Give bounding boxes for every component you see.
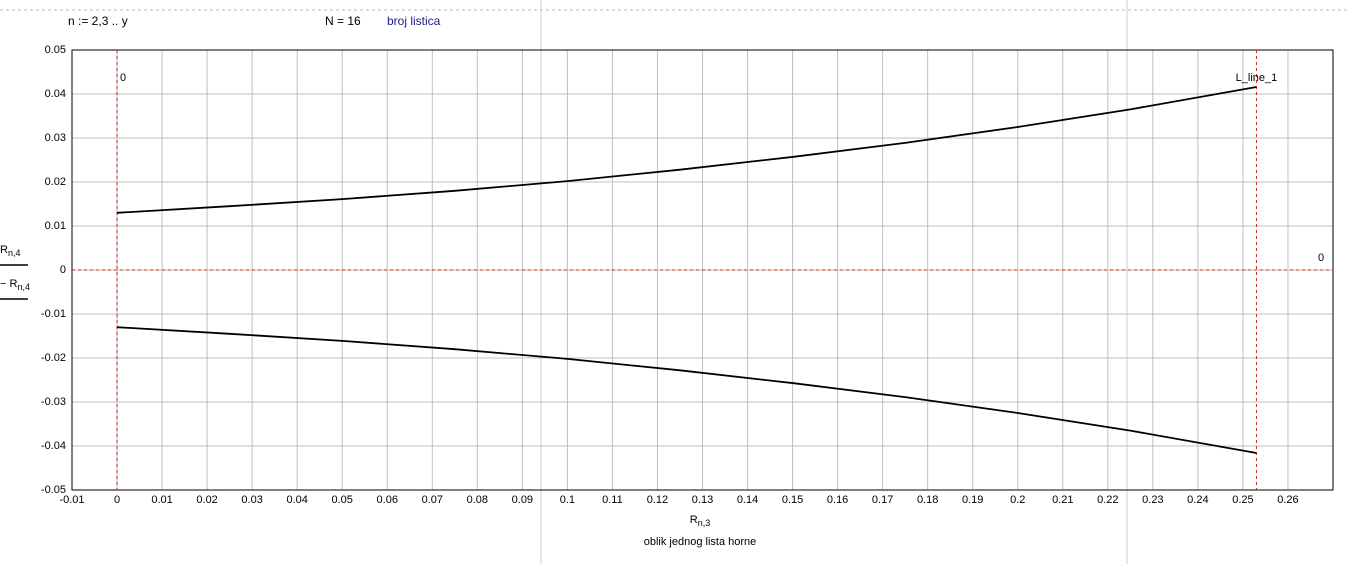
x-tick-label: -0.01 bbox=[59, 494, 84, 506]
y-tick-label: 0.05 bbox=[45, 44, 66, 56]
y-marker-label: 0 bbox=[1318, 252, 1324, 264]
x-axis-label-main: R bbox=[690, 514, 698, 526]
x-tick-label: 0.16 bbox=[827, 494, 848, 506]
y-axis-label-main: − R bbox=[0, 278, 17, 290]
x-tick-label: 0.14 bbox=[737, 494, 758, 506]
n-definition: N = 16 bbox=[325, 14, 361, 28]
x-tick-label: 0.2 bbox=[1010, 494, 1025, 506]
x-axis-label: Rn,3 bbox=[690, 514, 710, 528]
x-tick-label: 0.19 bbox=[962, 494, 983, 506]
x-tick-label: 0.02 bbox=[196, 494, 217, 506]
x-axis-subtitle: oblik jednog lista horne bbox=[644, 536, 757, 548]
x-tick-label: 0.05 bbox=[332, 494, 353, 506]
y-axis-label-main: R bbox=[0, 244, 8, 256]
y-axis-label-sub: n,4 bbox=[8, 248, 21, 258]
x-tick-label: 0.08 bbox=[467, 494, 488, 506]
x-tick-label: 0.11 bbox=[602, 494, 623, 506]
y-tick-label: -0.05 bbox=[41, 484, 66, 496]
x-tick-label: 0.22 bbox=[1097, 494, 1118, 506]
series-line bbox=[116, 86, 1257, 214]
x-marker-label: 0 bbox=[120, 72, 126, 84]
x-tick-label: 0.04 bbox=[286, 494, 307, 506]
x-tick-label: 0.01 bbox=[151, 494, 172, 506]
y-tick-label: -0.02 bbox=[41, 352, 66, 364]
y-axis-label: − Rn,4 bbox=[0, 278, 30, 292]
y-tick-label: -0.03 bbox=[41, 396, 66, 408]
x-tick-label: 0.23 bbox=[1142, 494, 1163, 506]
y-tick-label: 0 bbox=[60, 264, 66, 276]
y-tick-label: -0.04 bbox=[41, 440, 66, 452]
y-tick-label: 0.03 bbox=[45, 132, 66, 144]
x-tick-label: 0.12 bbox=[647, 494, 668, 506]
x-tick-label: 0.25 bbox=[1232, 494, 1253, 506]
x-marker-label: L_line_1 bbox=[1236, 72, 1278, 84]
y-axis-label-sub: n,4 bbox=[17, 282, 30, 292]
series-line bbox=[116, 326, 1257, 454]
comment: broj listica bbox=[387, 14, 441, 28]
x-tick-label: 0.21 bbox=[1052, 494, 1073, 506]
y-tick-label: -0.01 bbox=[41, 308, 66, 320]
x-tick-label: 0.24 bbox=[1187, 494, 1208, 506]
x-tick-label: 0.1 bbox=[560, 494, 575, 506]
x-tick-label: 0.17 bbox=[872, 494, 893, 506]
x-axis-label-sub: n,3 bbox=[698, 518, 711, 528]
x-tick-label: 0.06 bbox=[377, 494, 398, 506]
y-tick-label: 0.02 bbox=[45, 176, 66, 188]
y-tick-label: 0.01 bbox=[45, 220, 66, 232]
x-tick-label: 0.07 bbox=[422, 494, 443, 506]
y-tick-label: 0.04 bbox=[45, 88, 66, 100]
x-tick-label: 0.26 bbox=[1277, 494, 1298, 506]
x-tick-label: 0.03 bbox=[241, 494, 262, 506]
x-tick-label: 0.15 bbox=[782, 494, 803, 506]
x-tick-label: 0.18 bbox=[917, 494, 938, 506]
y-axis-label: Rn,4 bbox=[0, 244, 20, 258]
x-tick-label: 0.13 bbox=[692, 494, 713, 506]
x-tick-label: 0 bbox=[114, 494, 120, 506]
range-definition: n := 2,3 .. y bbox=[68, 14, 128, 28]
x-tick-label: 0.09 bbox=[512, 494, 533, 506]
